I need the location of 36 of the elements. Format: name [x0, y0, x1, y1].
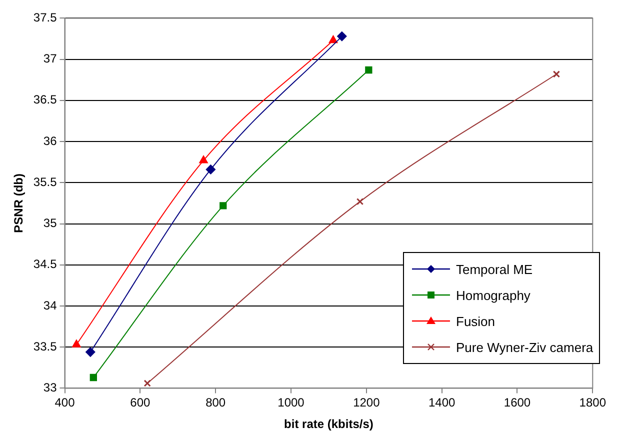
- point: [206, 164, 216, 174]
- y-tick-label: 35.5: [33, 174, 58, 189]
- point: [552, 70, 560, 78]
- y-tick-label: 36.5: [33, 92, 58, 107]
- point: [86, 347, 96, 357]
- y-tick-label: 35: [43, 216, 58, 230]
- y-axis-title: PSNR (db): [12, 174, 26, 233]
- y-tick-label: 33.5: [33, 339, 58, 354]
- point: [356, 198, 364, 206]
- point: [337, 32, 347, 42]
- y-tick-label: 37: [43, 52, 58, 66]
- y-tick-label: 34.5: [33, 257, 58, 272]
- legend-label: Pure Wyner-Ziv camera: [456, 340, 594, 354]
- point: [144, 380, 151, 387]
- point: [199, 156, 208, 164]
- x-tick-label: 1800: [579, 396, 606, 410]
- y-tick-label: 33: [43, 380, 58, 395]
- x-tick-label: 1000: [278, 396, 305, 410]
- legend-label: Homography: [456, 288, 530, 302]
- y-tick-label: 34: [43, 298, 58, 312]
- point: [72, 340, 81, 348]
- x-tick-label: 600: [130, 396, 150, 410]
- x-tick-label: 400: [54, 396, 76, 410]
- x-axis-title: bit rate (kbits/s): [284, 417, 374, 432]
- x-tick-label: 1600: [504, 396, 531, 410]
- y-tick-label: 36: [43, 134, 58, 148]
- y-tick-label: 37.5: [33, 10, 58, 25]
- x-tick-label: 800: [206, 396, 226, 410]
- x-tick-label: 1200: [353, 396, 380, 410]
- point: [365, 66, 372, 74]
- point: [220, 202, 227, 210]
- point: [329, 36, 338, 44]
- legend-label: Temporal ME: [456, 262, 533, 276]
- x-tick-label: 1400: [428, 396, 456, 410]
- point: [90, 374, 97, 382]
- legend-label: Fusion: [456, 314, 496, 328]
